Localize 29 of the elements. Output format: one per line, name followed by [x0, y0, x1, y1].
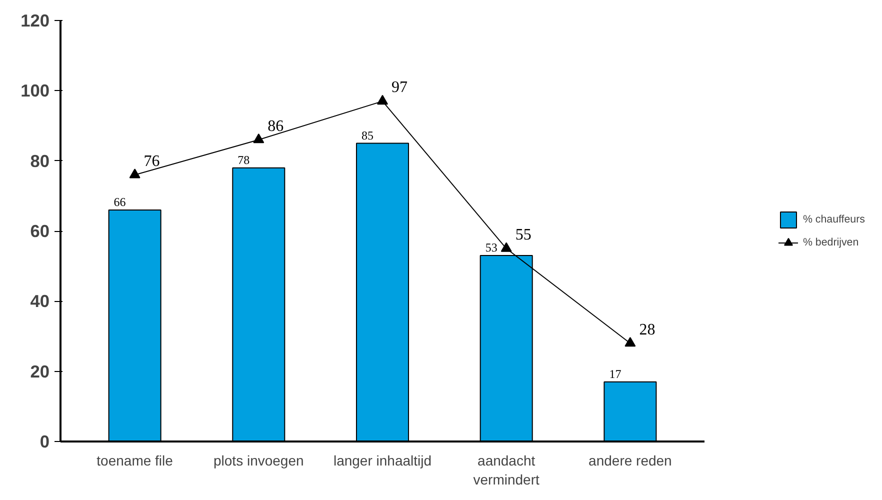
data-label: 66 — [114, 194, 126, 209]
x-tick-label: langer inhaaltijd — [333, 452, 432, 468]
y-tick-label: 80 — [30, 150, 50, 171]
data-label: 86 — [268, 118, 284, 135]
legend-label: % bedrijven — [802, 236, 859, 248]
data-label: 53 — [485, 240, 498, 255]
data-label: 55 — [515, 226, 532, 244]
x-tick-label: aandacht vermindert — [473, 452, 540, 488]
point — [253, 134, 264, 144]
point — [500, 242, 512, 252]
y-tick-label: 0 — [40, 432, 50, 452]
point — [377, 94, 388, 105]
data-label: 28 — [639, 321, 656, 338]
legend-label: % chauffeurs — [802, 213, 865, 225]
data-label: 76 — [144, 152, 160, 170]
x-tick-label: plots invoegen — [214, 452, 304, 468]
data-label: 97 — [392, 79, 408, 96]
data-label: 17 — [609, 366, 622, 381]
point — [129, 168, 140, 178]
y-tick-label: 100 — [20, 80, 50, 101]
data-label: 78 — [238, 152, 250, 167]
data-label: 85 — [362, 128, 374, 142]
y-tick-label: 120 — [20, 10, 50, 30]
point — [624, 336, 636, 347]
y-tick-label: 20 — [30, 361, 50, 382]
y-tick-label: 40 — [30, 291, 50, 312]
x-tick-label: andere reden — [588, 452, 672, 468]
y-tick-label: 60 — [30, 221, 50, 241]
x-tick-label: toename file — [96, 452, 174, 468]
